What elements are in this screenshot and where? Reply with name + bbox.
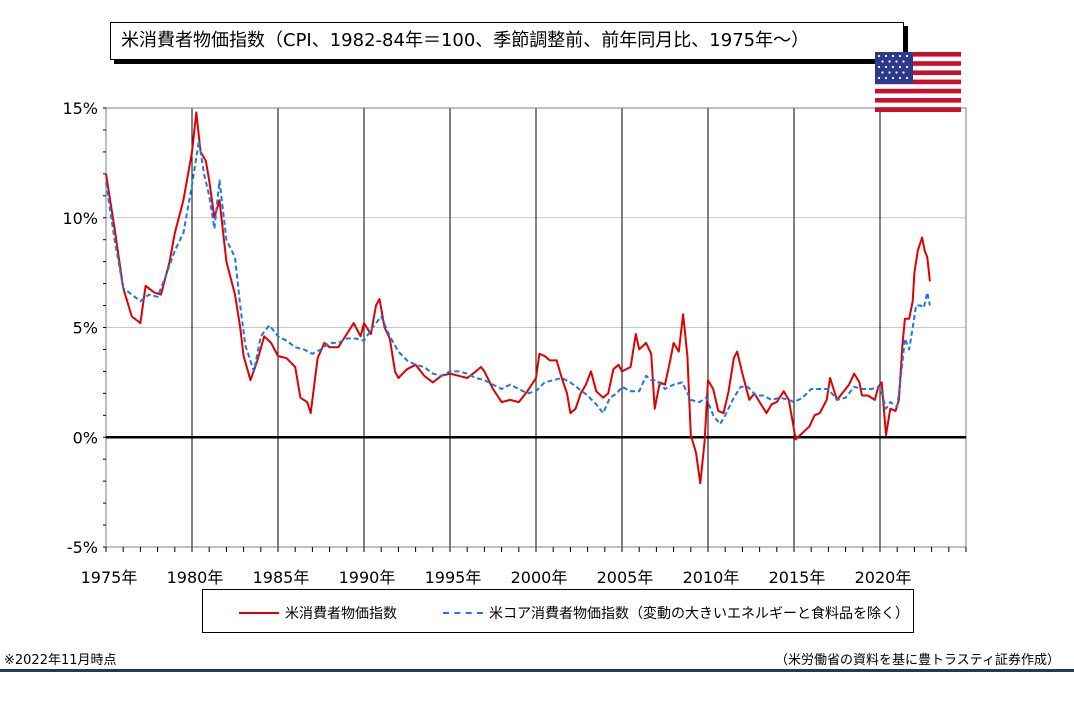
x-axis-tick-labels: 1975年 1980年 1985年 1990年 1995年 2000年 2005年 2010年… xyxy=(81,568,912,587)
x-tick-label: 2000年 xyxy=(511,568,568,587)
legend-label-core-cpi: 米コア消費者物価指数（変動の大きいエネルギーと食料品を除く） xyxy=(489,606,909,622)
x-axis-ticks xyxy=(103,107,967,552)
source-note: （米労働省の資料を基に豊トラスティ証券作成） xyxy=(775,653,1060,668)
bottom-divider xyxy=(0,669,1074,672)
legend-swatch-cpi xyxy=(239,612,279,614)
series-line-cpi xyxy=(105,111,931,485)
y-axis-tick-labels: -5% 0% 5% 10% 15% xyxy=(62,99,98,557)
series-lines xyxy=(105,111,931,485)
x-tick-label: 1980年 xyxy=(167,568,224,587)
x-tick-label: 2005年 xyxy=(597,568,654,587)
legend-swatch-core-cpi xyxy=(443,612,483,614)
y-tick-label: 5% xyxy=(73,319,98,338)
chart-legend: 米消費者物価指数 米コア消費者物価指数（変動の大きいエネルギーと食料品を除く） xyxy=(202,589,914,633)
x-tick-label: 2015年 xyxy=(769,568,826,587)
series-line-core-cpi xyxy=(105,139,931,426)
y-tick-label: -5% xyxy=(67,538,98,557)
x-tick-label: 1975年 xyxy=(81,568,138,587)
legend-label-cpi: 米消費者物価指数 xyxy=(285,606,397,622)
x-tick-label: 1995年 xyxy=(425,568,482,587)
x-tick-label: 2020年 xyxy=(855,568,912,587)
y-tick-label: 0% xyxy=(73,428,98,447)
usa-flag-icon xyxy=(875,52,961,112)
x-tick-label: 1985年 xyxy=(253,568,310,587)
y-tick-label: 10% xyxy=(62,209,98,228)
legend-item-cpi: 米消費者物価指数 xyxy=(239,603,397,623)
x-tick-label: 1990年 xyxy=(339,568,396,587)
date-note: ※2022年11月時点 xyxy=(4,653,117,668)
y-tick-label: 15% xyxy=(62,99,98,118)
legend-item-core-cpi: 米コア消費者物価指数（変動の大きいエネルギーと食料品を除く） xyxy=(443,603,909,623)
year-dividers xyxy=(191,108,881,547)
x-tick-label: 2010年 xyxy=(683,568,740,587)
chart-title: 米消費者物価指数（CPI、1982-84年＝100、季節調整前、前年同月比、19… xyxy=(110,22,904,60)
